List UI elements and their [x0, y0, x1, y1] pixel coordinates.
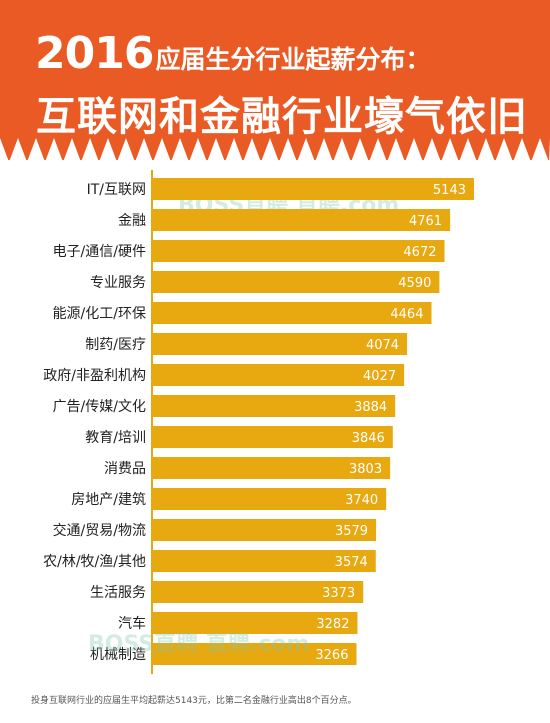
bar [152, 426, 393, 448]
data-label: 4672 [403, 245, 436, 260]
bar [152, 178, 474, 200]
category-label: 机械制造 [90, 647, 146, 663]
bar [152, 488, 387, 510]
bar [152, 581, 364, 603]
data-label: 4027 [363, 369, 396, 384]
data-label: 4761 [409, 214, 442, 229]
bar-series: IT/互联网 5143 金融 4761 电子/通信/硬件 4672 专业服务 4590 能源/化… [43, 178, 474, 665]
data-label: 3579 [335, 524, 368, 539]
data-label: 3740 [345, 493, 378, 508]
title-subtitle: 应届生分行业起薪分布： [155, 45, 431, 74]
category-label: 电子/通信/硬件 [53, 244, 146, 260]
bar [152, 550, 376, 572]
bar [152, 271, 440, 293]
data-label: 3884 [354, 400, 387, 415]
data-label: 3373 [322, 586, 355, 601]
bar [152, 240, 445, 262]
footnote: 投身互联网行业的应届生平均起薪达5143元，比第二名金融行业高出8个百分点。 [31, 696, 357, 706]
bar [152, 333, 408, 355]
bar [152, 209, 451, 231]
bar [152, 643, 357, 665]
category-label: 专业服务 [90, 275, 146, 291]
category-label: 教育/培训 [85, 430, 146, 446]
bar [152, 364, 405, 386]
data-label: 4590 [398, 276, 431, 291]
bar [152, 519, 377, 541]
zigzag-edge [0, 138, 550, 162]
category-label: 能源/化工/环保 [53, 306, 146, 322]
category-label: IT/互联网 [87, 182, 146, 198]
title-line-2: 互联网和金融行业壕气依旧 [36, 94, 528, 140]
header-banner: 2016应届生分行业起薪分布： 互联网和金融行业壕气依旧 [0, 0, 550, 162]
category-label: 生活服务 [90, 585, 146, 601]
bar [152, 612, 358, 634]
category-label: 房地产/建筑 [71, 492, 146, 508]
data-label: 3282 [316, 617, 349, 632]
zigzag-path [0, 138, 550, 162]
category-label: 广告/传媒/文化 [53, 399, 146, 415]
bar [152, 457, 391, 479]
data-label: 5143 [433, 183, 466, 198]
category-label: 汽车 [118, 615, 146, 632]
data-label: 3574 [335, 555, 368, 570]
category-label: 农/林/牧/渔/其他 [43, 554, 146, 570]
category-label: 交通/贸易/物流 [53, 522, 146, 539]
data-label: 4464 [390, 307, 423, 322]
bar [152, 395, 396, 417]
bar-chart: IT/互联网 5143 金融 4761 电子/通信/硬件 4672 专业服务 4590 能源/化… [43, 170, 474, 674]
category-label: 政府/非盈利机构 [43, 368, 146, 384]
title-line-1: 2016应届生分行业起薪分布： [35, 28, 430, 79]
data-label: 3266 [315, 648, 348, 663]
data-label: 3846 [352, 431, 385, 446]
category-label: 金融 [118, 213, 146, 229]
data-label: 3803 [349, 462, 382, 477]
category-label: 制药/医疗 [85, 337, 146, 353]
bar [152, 302, 432, 324]
data-label: 4074 [366, 338, 399, 353]
category-label: 消费品 [104, 461, 146, 477]
title-year: 2016 [35, 28, 154, 79]
